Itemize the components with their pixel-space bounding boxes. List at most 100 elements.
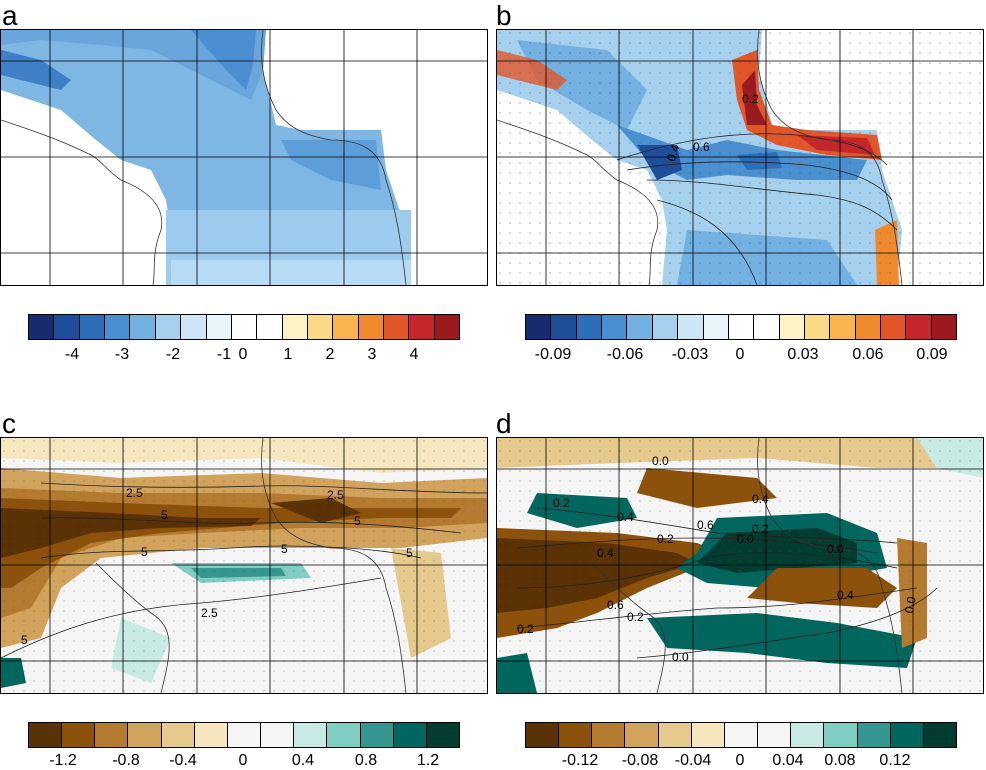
colorbar-segment — [358, 315, 385, 339]
colorbar-segment — [724, 723, 759, 747]
colorbar-segment — [779, 315, 805, 339]
colorbar-segment — [728, 315, 755, 339]
panel-a-tick: -4 — [64, 346, 80, 363]
panel-c-contour-label: 5 — [354, 514, 361, 528]
panel-a-tick: -2 — [165, 346, 181, 363]
colorbar-segment — [824, 723, 858, 747]
panel-d-contour-label: 0.6 — [697, 518, 714, 532]
panel-c-contour-label: 5 — [406, 546, 413, 560]
panel-a-colorbar — [28, 314, 460, 340]
colorbar-segment — [857, 723, 891, 747]
panel-a-tick: 4 — [409, 346, 419, 363]
colorbar-segment — [426, 723, 460, 747]
colorbar-segment — [206, 315, 232, 339]
colorbar-segment — [658, 723, 692, 747]
panel-c-contour-label: 5 — [141, 545, 148, 559]
colorbar-segment — [29, 723, 63, 747]
panel-d-contour-label: 0.6 — [607, 598, 624, 612]
panel-a-letter: a — [2, 0, 18, 31]
colorbar-segment — [526, 723, 560, 747]
panel-b-contour-label: 0.2 — [742, 92, 759, 106]
panel-b-tick: -0.03 — [671, 346, 709, 363]
panel-b-tick: 0.09 — [916, 346, 948, 363]
panel-b-contour-label: 0.6 — [693, 140, 710, 154]
colorbar-segment — [181, 315, 207, 339]
panel-c-tick: 0 — [238, 752, 248, 769]
panel-a-tick: 0 — [238, 346, 248, 363]
colorbar-segment — [294, 723, 328, 747]
colorbar-segment — [906, 315, 932, 339]
colorbar-segment — [333, 315, 359, 339]
panel-b-tick: 0.03 — [787, 346, 819, 363]
panel-b-map: 0.2 0.4 0.6 — [496, 29, 984, 286]
colorbar-segment — [62, 723, 96, 747]
panel-a-field — [1, 30, 487, 285]
panel-c-tick: 0.8 — [354, 752, 378, 769]
colorbar-segment — [307, 315, 334, 339]
panel-d-contour-label: 0.4 — [837, 588, 854, 602]
panel-c-contour-label: 5 — [161, 508, 168, 522]
colorbar-segment — [625, 723, 659, 747]
colorbar-segment — [923, 723, 957, 747]
colorbar-segment — [931, 315, 957, 339]
colorbar-segment — [54, 315, 80, 339]
panel-c-contour-label: 2.5 — [327, 488, 344, 502]
colorbar-segment — [155, 315, 182, 339]
colorbar-segment — [791, 723, 825, 747]
colorbar-segment — [360, 723, 394, 747]
panel-c-tick: -0.4 — [169, 752, 197, 769]
panel-d-contour-label: 0.4 — [752, 492, 769, 506]
colorbar-segment — [890, 723, 924, 747]
colorbar-segment — [105, 315, 131, 339]
panel-b-colorbar — [525, 314, 957, 340]
colorbar-segment — [602, 315, 628, 339]
panel-d-contour-label: 0.0 — [652, 454, 669, 468]
panel-b-field — [497, 30, 983, 285]
panel-b-tick: 0 — [735, 346, 745, 363]
colorbar-segment — [855, 315, 882, 339]
colorbar-segment — [804, 315, 831, 339]
colorbar-segment — [551, 315, 577, 339]
panel-d-contour-label: 0.2 — [657, 532, 674, 546]
panel-d-tick: -0.12 — [561, 752, 599, 769]
panel-d-contour-label: 0.0 — [672, 650, 689, 664]
panel-c-contour-label: 2.5 — [201, 606, 218, 620]
colorbar-segment — [261, 723, 295, 747]
panel-a-tick: 2 — [325, 346, 335, 363]
panel-c-letter: c — [2, 408, 16, 439]
panel-d-tick: 0.08 — [824, 752, 856, 769]
colorbar-segment — [559, 723, 593, 747]
panel-c-contour-label: 5 — [21, 633, 28, 647]
panel-d-field — [497, 438, 983, 693]
colorbar-segment — [526, 315, 552, 339]
panel-b-letter: b — [496, 0, 512, 31]
colorbar-segment — [29, 315, 55, 339]
panel-a-tick: -3 — [114, 346, 130, 363]
panel-d-contour-label: 0.2 — [553, 496, 570, 510]
panel-a-tick: -1 — [216, 346, 232, 363]
colorbar-segment — [830, 315, 856, 339]
colorbar-segment — [231, 315, 258, 339]
colorbar-segment — [128, 723, 162, 747]
panel-a-tick: 3 — [367, 346, 377, 363]
panel-a-map — [0, 29, 488, 286]
colorbar-segment — [754, 315, 780, 339]
panel-d-contour-label: 0.2 — [752, 522, 769, 536]
colorbar-segment — [227, 723, 262, 747]
panel-c-tick: -1.2 — [49, 752, 77, 769]
panel-d-contour-label: 0.0 — [902, 595, 919, 615]
colorbar-segment — [282, 315, 308, 339]
colorbar-segment — [703, 315, 729, 339]
colorbar-segment — [576, 315, 603, 339]
colorbar-segment — [652, 315, 679, 339]
colorbar-segment — [79, 315, 106, 339]
panel-d-tick: -0.08 — [621, 752, 659, 769]
colorbar-segment — [627, 315, 653, 339]
panel-c-tick: 1.2 — [416, 752, 440, 769]
panel-d-contour-label: 0.4 — [597, 546, 614, 560]
panel-d-map: 0.0 0.4 0.2 0.4 0.6 0.2 0.0 0.2 0.4 0.6 … — [496, 437, 984, 694]
panel-b-tick: -0.06 — [606, 346, 644, 363]
panel-d-tick: -0.04 — [674, 752, 712, 769]
panel-d-tick: 0.04 — [772, 752, 804, 769]
panel-c-map: 2.5 2.5 5 5 5 5 5 5 2.5 — [0, 437, 488, 694]
